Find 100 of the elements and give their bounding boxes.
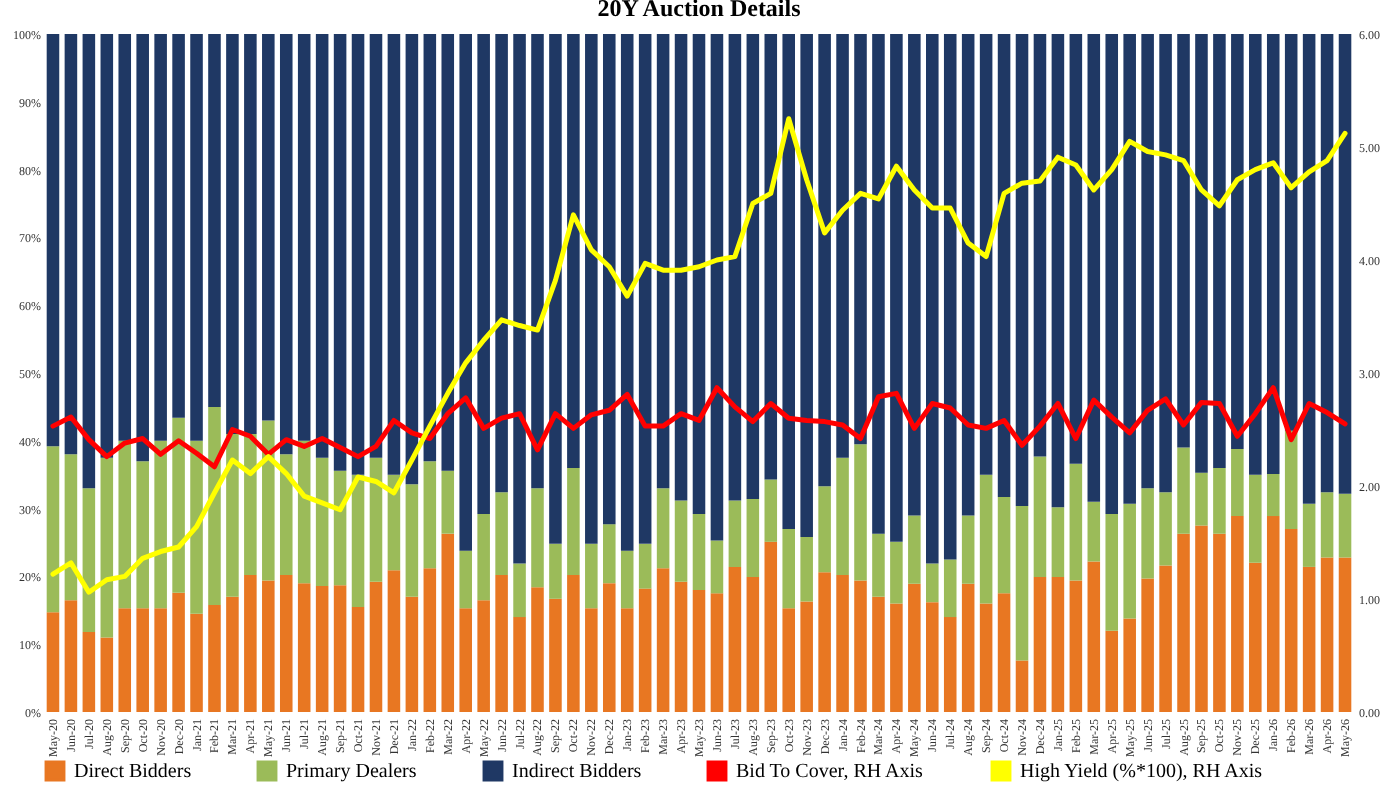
bar bbox=[890, 541, 903, 604]
bar bbox=[979, 603, 993, 712]
bar bbox=[477, 514, 490, 601]
bar bbox=[64, 34, 78, 455]
bar bbox=[495, 492, 508, 576]
bar bbox=[1051, 507, 1065, 578]
bar bbox=[226, 596, 239, 712]
bar bbox=[118, 608, 132, 712]
bar bbox=[369, 581, 383, 712]
bar bbox=[441, 34, 455, 471]
bar bbox=[297, 34, 311, 441]
bar bbox=[1015, 34, 1029, 506]
bar bbox=[136, 34, 149, 462]
bar bbox=[315, 585, 329, 712]
bar bbox=[746, 499, 760, 578]
bar bbox=[423, 568, 437, 712]
bar bbox=[585, 34, 598, 544]
bar bbox=[602, 583, 616, 712]
bar bbox=[926, 34, 939, 564]
bar bbox=[674, 581, 688, 712]
bar bbox=[1141, 34, 1154, 489]
bar bbox=[1177, 34, 1190, 448]
bar bbox=[244, 434, 257, 576]
bar bbox=[495, 34, 508, 493]
line-series bbox=[50, 385, 1348, 470]
bar bbox=[818, 572, 831, 712]
bar bbox=[638, 588, 652, 712]
bar bbox=[1302, 503, 1316, 567]
bar bbox=[1069, 34, 1083, 464]
bar bbox=[1159, 565, 1172, 712]
bar bbox=[477, 34, 490, 515]
bar bbox=[315, 457, 329, 586]
bar bbox=[585, 608, 598, 712]
bar bbox=[961, 515, 975, 584]
bar bbox=[1087, 501, 1101, 562]
bar bbox=[477, 600, 490, 712]
bar bbox=[1123, 618, 1136, 712]
bar bbox=[1051, 577, 1065, 712]
bar bbox=[1302, 34, 1316, 504]
bar bbox=[387, 34, 401, 475]
bar bbox=[979, 34, 993, 475]
bar bbox=[1087, 34, 1101, 502]
bar bbox=[782, 608, 796, 712]
bar bbox=[961, 34, 975, 516]
bar bbox=[154, 34, 167, 441]
bar bbox=[728, 500, 742, 567]
bar bbox=[979, 474, 993, 604]
bar bbox=[262, 420, 275, 581]
bar bbox=[585, 543, 598, 609]
bar bbox=[172, 34, 185, 418]
bar bbox=[262, 34, 275, 421]
bar bbox=[100, 457, 114, 638]
bar bbox=[1159, 34, 1172, 493]
bar bbox=[441, 533, 455, 712]
bar bbox=[692, 589, 706, 712]
bar bbox=[495, 575, 508, 712]
bar bbox=[818, 486, 831, 573]
bar bbox=[1141, 578, 1154, 712]
bar bbox=[692, 514, 706, 590]
bar bbox=[728, 566, 742, 712]
bar bbox=[890, 603, 903, 712]
bar bbox=[710, 540, 724, 594]
bar bbox=[926, 602, 939, 712]
bar bbox=[136, 461, 149, 609]
bar bbox=[441, 470, 455, 534]
bar bbox=[1213, 34, 1226, 468]
chart-title: 20Y Auction Details bbox=[597, 0, 802, 22]
bar bbox=[172, 592, 185, 712]
bar bbox=[351, 474, 365, 607]
bar bbox=[459, 550, 472, 609]
bar bbox=[154, 440, 167, 609]
bar bbox=[908, 583, 921, 712]
bar bbox=[208, 604, 221, 712]
bar bbox=[1249, 474, 1262, 563]
bar bbox=[100, 637, 114, 712]
bar bbox=[208, 406, 221, 605]
bar bbox=[656, 568, 670, 712]
bar bbox=[190, 34, 203, 441]
bar bbox=[333, 585, 347, 712]
bar bbox=[1195, 472, 1208, 526]
bar bbox=[1087, 561, 1101, 712]
bar bbox=[405, 596, 419, 712]
bar bbox=[674, 34, 688, 501]
bar bbox=[531, 34, 544, 489]
bar bbox=[800, 601, 813, 712]
bar bbox=[1284, 34, 1298, 431]
bar bbox=[459, 34, 472, 551]
bar bbox=[64, 600, 78, 712]
bar bbox=[620, 608, 634, 712]
bar bbox=[387, 570, 401, 712]
bar bbox=[82, 632, 96, 712]
bar bbox=[1231, 34, 1244, 449]
bar bbox=[1033, 456, 1047, 578]
bar bbox=[1338, 34, 1352, 494]
bar bbox=[531, 488, 544, 588]
legend-label: Direct Bidders bbox=[74, 761, 192, 784]
bar bbox=[279, 34, 293, 455]
bar bbox=[943, 617, 957, 712]
bar bbox=[244, 34, 257, 435]
bar bbox=[764, 541, 778, 712]
